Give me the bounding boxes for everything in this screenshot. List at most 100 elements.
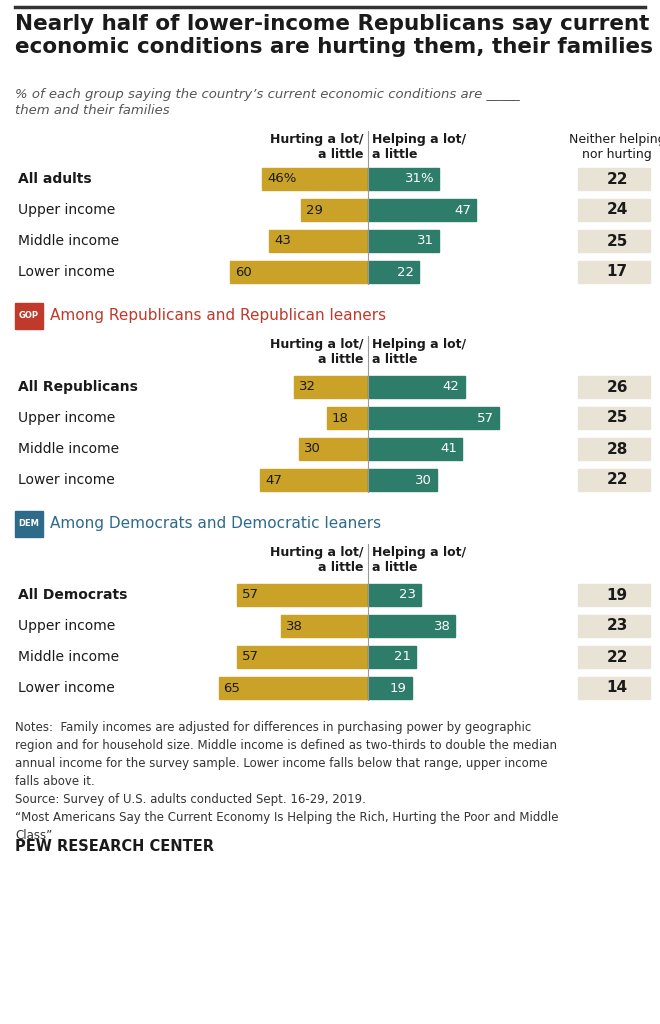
Bar (368, 438, 462, 460)
Text: Among Republicans and Republican leaners: Among Republicans and Republican leaners (50, 308, 386, 323)
Text: 31: 31 (417, 234, 434, 248)
Text: 25: 25 (607, 233, 628, 249)
Bar (368, 199, 476, 221)
Bar (578, 584, 650, 606)
Bar (578, 230, 650, 252)
Text: Notes:  Family incomes are adjusted for differences in purchasing power by geogr: Notes: Family incomes are adjusted for d… (15, 721, 558, 842)
Bar (368, 615, 455, 637)
Text: 57: 57 (242, 650, 259, 664)
Text: Hurting a lot/
a little: Hurting a lot/ a little (271, 338, 364, 366)
Text: 46%: 46% (267, 172, 296, 185)
Bar (260, 469, 368, 490)
Text: 19: 19 (607, 588, 628, 602)
Bar (294, 376, 368, 398)
Text: 57: 57 (477, 412, 494, 425)
Text: 38: 38 (286, 620, 302, 633)
Bar (280, 615, 368, 637)
Text: 17: 17 (607, 264, 628, 280)
Text: Lower income: Lower income (18, 473, 115, 487)
Text: 19: 19 (390, 682, 407, 694)
Text: All Republicans: All Republicans (18, 380, 138, 394)
Bar (578, 677, 650, 699)
Bar (578, 469, 650, 490)
Text: Nearly half of lower-income Republicans say current
economic conditions are hurt: Nearly half of lower-income Republicans … (15, 14, 653, 57)
Text: 22: 22 (397, 265, 414, 279)
Bar (230, 261, 368, 283)
Bar (578, 615, 650, 637)
Text: 47: 47 (265, 473, 282, 486)
Bar (299, 438, 368, 460)
Bar (218, 677, 368, 699)
Text: 25: 25 (607, 411, 628, 426)
Text: 24: 24 (607, 203, 628, 217)
Text: 28: 28 (607, 441, 628, 457)
Text: 22: 22 (607, 472, 628, 487)
Text: PEW RESEARCH CENTER: PEW RESEARCH CENTER (15, 839, 214, 854)
Text: Helping a lot/
a little: Helping a lot/ a little (372, 546, 466, 574)
Bar (368, 261, 418, 283)
Bar (368, 469, 437, 490)
Text: 57: 57 (242, 589, 259, 601)
Bar (269, 230, 368, 252)
Text: 38: 38 (434, 620, 450, 633)
Text: 41: 41 (440, 442, 457, 456)
Text: All adults: All adults (18, 172, 92, 186)
Text: Upper income: Upper income (18, 411, 116, 425)
Text: 23: 23 (399, 589, 416, 601)
Bar (368, 230, 440, 252)
Text: 18: 18 (331, 412, 348, 425)
Text: 21: 21 (394, 650, 411, 664)
Text: 47: 47 (454, 204, 471, 216)
Text: 14: 14 (607, 681, 628, 695)
Text: 30: 30 (304, 442, 321, 456)
Bar (15, 511, 43, 537)
Bar (327, 407, 368, 429)
Bar (578, 438, 650, 460)
Text: 31%: 31% (405, 172, 434, 185)
Text: Among Democrats and Democratic leaners: Among Democrats and Democratic leaners (50, 516, 381, 531)
Text: 43: 43 (274, 234, 291, 248)
Bar (578, 407, 650, 429)
Bar (302, 199, 368, 221)
Text: Upper income: Upper income (18, 203, 116, 217)
Text: Hurting a lot/
a little: Hurting a lot/ a little (271, 133, 364, 161)
Text: DEM: DEM (18, 519, 40, 528)
Bar (368, 376, 465, 398)
Bar (578, 199, 650, 221)
Bar (578, 168, 650, 190)
Text: Middle income: Middle income (18, 234, 119, 248)
Text: Lower income: Lower income (18, 265, 115, 279)
Bar (368, 646, 416, 668)
Text: Lower income: Lower income (18, 681, 115, 695)
Text: Neither helping
nor hurting: Neither helping nor hurting (569, 133, 660, 161)
Bar (578, 646, 650, 668)
Text: Middle income: Middle income (18, 442, 119, 456)
Text: GOP: GOP (19, 311, 39, 321)
Bar (262, 168, 368, 190)
Text: 30: 30 (415, 473, 432, 486)
Text: All Democrats: All Democrats (18, 588, 127, 602)
Bar (237, 646, 368, 668)
Text: 60: 60 (235, 265, 251, 279)
Text: Upper income: Upper income (18, 618, 116, 633)
Text: % of each group saying the country’s current economic conditions are _____
them : % of each group saying the country’s cur… (15, 88, 519, 117)
Bar (368, 677, 412, 699)
Bar (368, 584, 421, 606)
Text: 22: 22 (607, 649, 628, 665)
Text: Helping a lot/
a little: Helping a lot/ a little (372, 338, 466, 366)
Text: 22: 22 (607, 171, 628, 186)
Text: 29: 29 (306, 204, 323, 216)
Text: Middle income: Middle income (18, 650, 119, 664)
Text: 23: 23 (607, 618, 628, 634)
Bar (368, 168, 440, 190)
Text: Helping a lot/
a little: Helping a lot/ a little (372, 133, 466, 161)
Text: Hurting a lot/
a little: Hurting a lot/ a little (271, 546, 364, 574)
Text: 42: 42 (443, 381, 459, 393)
Bar (368, 407, 499, 429)
Bar (15, 303, 43, 329)
Bar (578, 261, 650, 283)
Text: 65: 65 (224, 682, 240, 694)
Text: 32: 32 (300, 381, 316, 393)
Bar (237, 584, 368, 606)
Text: 26: 26 (607, 380, 628, 394)
